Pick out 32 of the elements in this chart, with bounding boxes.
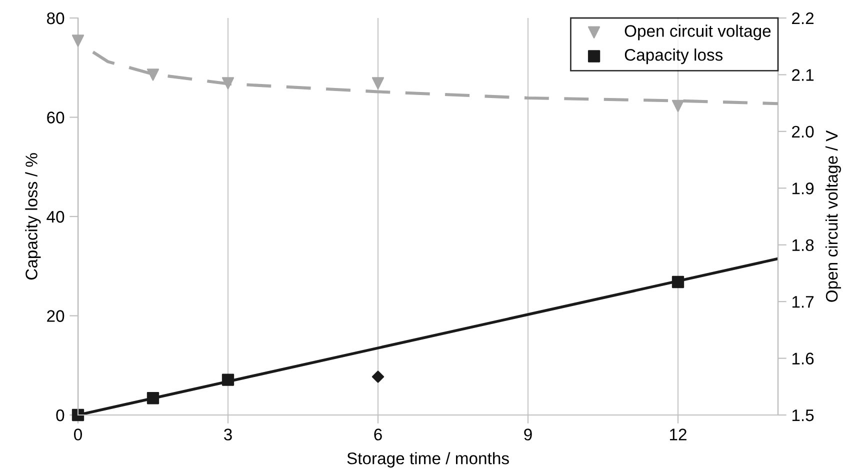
y-axis-title: Capacity loss / % [25, 153, 41, 280]
legend-label: Open circuit voltage [624, 24, 771, 40]
point [146, 68, 160, 81]
x-tick-label: 3 [224, 428, 232, 440]
y2-tick-label: 2.0 [792, 126, 814, 138]
point [672, 100, 684, 112]
point [222, 77, 234, 90]
y2-tick-label: 1.6 [792, 352, 814, 364]
point [146, 392, 160, 404]
point [72, 34, 84, 47]
y2-tick-label: 1.9 [792, 182, 814, 194]
x-axis-title: Storage time / months [347, 452, 509, 468]
y-tick-label: 80 [46, 12, 64, 24]
legend-label: Capacity loss [624, 48, 723, 64]
y2-tick-label: 1.7 [792, 296, 814, 308]
y2-tick-label: 1.5 [792, 410, 814, 422]
y-tick-label: 60 [47, 112, 64, 124]
point [372, 370, 384, 383]
y-tick-label: 40 [46, 210, 64, 223]
y2-tick-label: 1.8 [792, 239, 814, 252]
y2-axis-title: Open circuit voltage / V [825, 130, 842, 302]
x-tick-label: 12 [670, 428, 686, 440]
point [222, 374, 234, 386]
x-tick-label: 0 [74, 428, 82, 440]
y-tick-label: 20 [47, 310, 64, 322]
point [372, 77, 384, 90]
y2-tick-label: 2.1 [792, 69, 814, 81]
point [672, 276, 684, 288]
y-tick-label: 0 [56, 409, 64, 422]
y2-tick-label: 2.2 [792, 12, 814, 24]
x-tick-label: 9 [524, 428, 532, 440]
x-tick-label: 6 [374, 428, 382, 440]
